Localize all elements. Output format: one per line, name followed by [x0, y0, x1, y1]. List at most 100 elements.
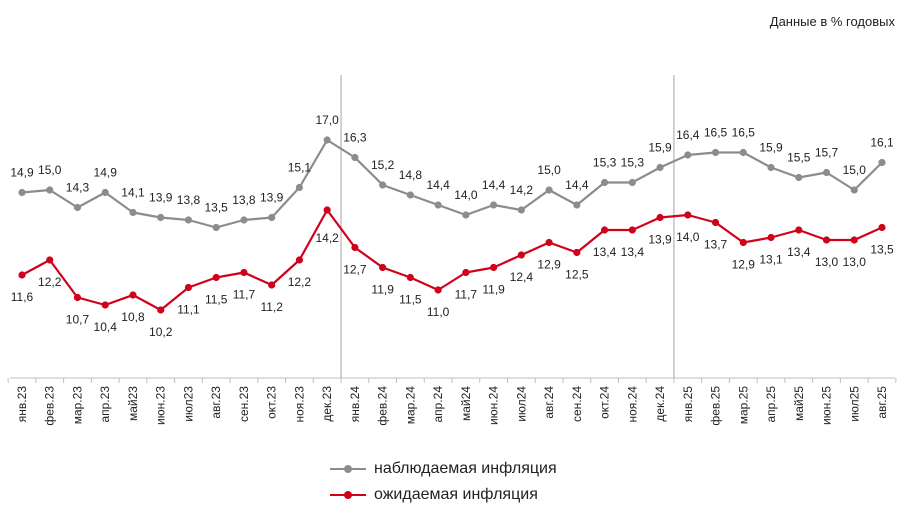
data-point-observed	[573, 201, 581, 209]
data-label-expected: 14,2	[315, 231, 339, 245]
data-point-expected	[295, 256, 304, 264]
data-point-observed	[240, 216, 248, 224]
data-point-observed	[878, 158, 886, 167]
data-point-expected	[406, 273, 414, 282]
x-tick-label: янв.24	[348, 386, 362, 423]
data-label-expected: 13,0	[843, 255, 867, 269]
data-point-expected	[490, 263, 498, 272]
data-label-observed: 15,2	[371, 158, 395, 172]
data-point-expected	[822, 236, 831, 244]
data-point-observed	[101, 188, 109, 197]
data-point-observed	[822, 168, 831, 177]
legend-dot-observed	[344, 465, 352, 473]
data-point-observed	[351, 153, 359, 162]
data-point-expected	[129, 291, 137, 299]
data-point-expected	[517, 251, 525, 259]
legend-swatch-observed	[330, 463, 366, 475]
x-tick-label: окт.23	[265, 386, 279, 419]
data-point-expected	[711, 218, 720, 227]
data-label-expected: 12,9	[537, 258, 561, 272]
x-tick-label: июл23	[181, 386, 195, 422]
data-point-observed	[517, 206, 525, 214]
data-label-expected: 11,5	[399, 293, 422, 307]
data-point-observed	[711, 148, 720, 157]
x-tick-label: ноя.24	[625, 386, 639, 423]
data-point-expected	[323, 206, 331, 214]
data-label-observed: 13,5	[205, 201, 229, 215]
data-label-observed: 14,8	[399, 168, 423, 182]
data-point-observed	[406, 191, 414, 199]
data-label-observed: 15,9	[648, 141, 672, 155]
data-point-expected	[240, 268, 248, 277]
x-tick-label: май25	[792, 386, 806, 421]
data-point-expected	[212, 273, 220, 282]
data-label-observed: 14,4	[482, 178, 506, 192]
data-point-expected	[351, 243, 359, 252]
data-label-expected: 13,4	[787, 245, 811, 259]
data-label-expected: 12,5	[565, 268, 589, 282]
x-tick-label: июн.24	[487, 386, 501, 425]
data-point-expected	[684, 211, 692, 219]
data-label-expected: 11,5	[205, 293, 228, 307]
data-point-observed	[545, 186, 553, 194]
x-tick-label: янв.23	[15, 386, 29, 423]
data-label-expected: 11,9	[371, 283, 394, 297]
data-point-observed	[73, 203, 82, 212]
data-label-expected: 14,0	[676, 230, 700, 244]
data-point-observed	[184, 216, 193, 224]
x-tick-label: мар.23	[70, 386, 84, 425]
data-label-expected: 12,2	[38, 275, 62, 289]
x-tick-label: мар.24	[403, 386, 417, 425]
data-label-expected: 13,9	[648, 233, 672, 247]
x-tick-label: июн.25	[820, 386, 834, 425]
data-label-observed: 14,4	[426, 178, 450, 192]
data-label-observed: 16,3	[343, 131, 367, 145]
x-tick-label: июл25	[847, 386, 861, 422]
data-label-observed: 17,0	[315, 113, 339, 127]
data-point-expected	[184, 283, 193, 292]
x-tick-label: дек.23	[320, 386, 334, 422]
data-label-observed: 14,0	[454, 188, 478, 202]
data-label-expected: 10,2	[149, 325, 173, 339]
data-label-expected: 12,9	[732, 258, 756, 272]
data-label-expected: 12,4	[510, 270, 534, 284]
data-point-expected	[157, 306, 165, 314]
x-tick-label: окт.24	[598, 386, 612, 419]
data-point-observed	[434, 201, 442, 209]
data-point-expected	[268, 281, 276, 289]
legend-label-observed: наблюдаемая инфляция	[374, 460, 557, 477]
legend-swatch-expected	[330, 489, 366, 501]
x-tick-label: фев.23	[43, 386, 57, 426]
data-point-observed	[18, 188, 26, 197]
data-label-expected: 10,8	[121, 310, 145, 324]
x-tick-label: фев.24	[376, 386, 390, 426]
x-tick-label: ноя.23	[292, 386, 306, 423]
x-tick-label: май24	[459, 386, 473, 421]
data-point-expected	[73, 293, 82, 302]
data-label-observed: 14,1	[121, 186, 145, 200]
data-point-expected	[739, 238, 747, 247]
data-label-observed: 15,0	[843, 163, 867, 177]
data-point-observed	[129, 208, 137, 217]
x-tick-label: мар.25	[736, 386, 750, 425]
data-label-observed: 16,4	[676, 128, 700, 142]
data-label-expected: 13,7	[704, 238, 728, 252]
data-point-observed	[739, 148, 747, 157]
data-point-observed	[684, 151, 692, 159]
data-label-observed: 13,8	[177, 193, 201, 207]
data-point-observed	[795, 173, 803, 182]
x-tick-label: июн.23	[154, 386, 168, 425]
data-point-expected	[101, 301, 109, 309]
data-label-expected: 11,1	[177, 303, 200, 317]
data-point-expected	[462, 268, 470, 277]
data-label-expected: 13,4	[621, 245, 645, 259]
x-tick-label: июл24	[514, 386, 528, 422]
data-point-expected	[767, 233, 775, 242]
data-point-observed	[323, 136, 331, 144]
data-label-observed: 13,9	[149, 191, 173, 205]
data-label-observed: 13,8	[232, 193, 256, 207]
data-label-observed: 15,3	[621, 156, 645, 170]
data-label-expected: 11,7	[233, 288, 256, 302]
data-point-expected	[573, 248, 581, 257]
